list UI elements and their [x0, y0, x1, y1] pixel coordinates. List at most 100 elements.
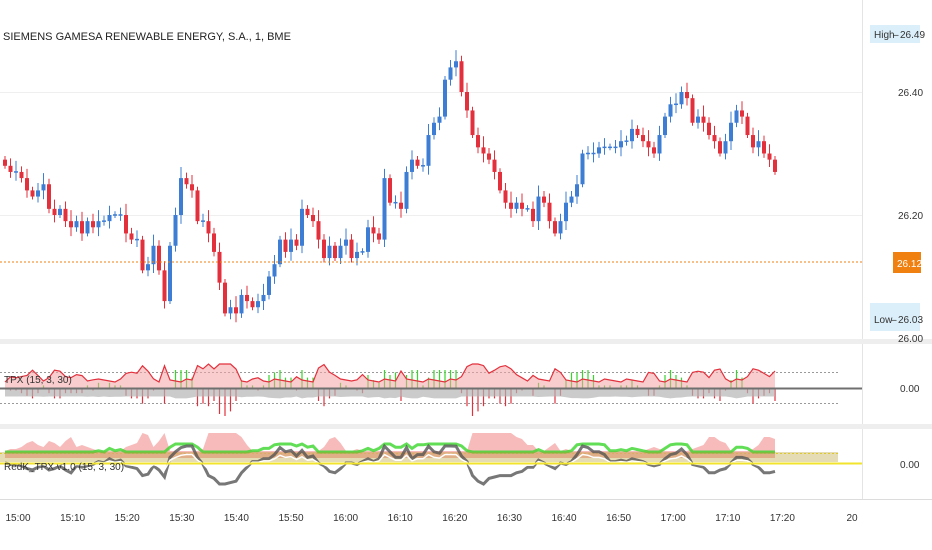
low-sep: – [891, 315, 897, 326]
candle-body [696, 116, 700, 123]
tpx-indicator-pane [0, 363, 862, 416]
price-axis-ticks: 26.40 26.20 26.00 [898, 88, 923, 345]
candle-body [624, 140, 629, 142]
time-tick-label: 15:10 [60, 513, 85, 524]
candle-body [767, 153, 772, 160]
candle-body [679, 92, 684, 105]
time-axis[interactable]: 15:00 15:10 15:20 15:30 15:40 15:50 16:00 16:10… [5, 513, 858, 524]
indicator-1-label[interactable]: TPX (15, 3, 30) [4, 375, 72, 386]
candle-body [734, 110, 739, 123]
candlestick-series [3, 50, 777, 323]
candle-body [503, 190, 508, 203]
candle-body [300, 208, 304, 246]
candle-body [245, 294, 249, 302]
candle-body [36, 190, 40, 197]
candle-body [140, 239, 145, 271]
candle-body [646, 141, 651, 148]
candle-body [729, 122, 733, 142]
candle-body [553, 221, 557, 234]
time-tick-label: 16:20 [442, 513, 467, 524]
time-tick-label: 15:20 [115, 513, 140, 524]
candle-body [531, 208, 535, 222]
candle-body [102, 220, 106, 222]
candle-body [382, 178, 387, 240]
redk-band [0, 452, 838, 462]
candle-body [162, 270, 167, 302]
indicator-2-zero-label: 0.00 [900, 460, 920, 471]
candle-body [58, 208, 62, 215]
indicator-2-label[interactable]: RedK_TPX v1.0 (15, 3, 30) [4, 462, 124, 473]
candle-body [118, 214, 123, 216]
candle-body [558, 221, 563, 234]
candle-body [256, 301, 260, 308]
candle-body [272, 264, 277, 277]
candle-body [591, 152, 596, 155]
candle-body [366, 227, 370, 252]
candle-body [388, 178, 392, 203]
time-tick-label: 16:40 [551, 513, 576, 524]
candle-body [344, 239, 348, 246]
candle-body [657, 135, 662, 154]
candle-body [481, 147, 486, 154]
candle-body [228, 307, 233, 314]
redk-bull-line [5, 442, 775, 454]
candle-body [234, 307, 238, 314]
candle-body [47, 184, 51, 209]
candle-body [25, 178, 29, 191]
redk-bear-area [5, 433, 775, 458]
candle-body [690, 98, 695, 123]
candle-body [404, 171, 409, 209]
last-price-value: 26.12 [897, 259, 922, 270]
high-badge: High – 26.49 [870, 25, 925, 43]
candle-body [718, 141, 722, 154]
price-tick-label: 26.40 [898, 88, 923, 99]
candle-body [635, 128, 640, 136]
candle-body [151, 245, 156, 265]
candle-body [146, 264, 150, 271]
time-tick-label: 16:00 [333, 513, 358, 524]
candle-body [69, 221, 73, 228]
candle-body [184, 178, 189, 185]
candle-body [113, 214, 117, 216]
candle-body [663, 116, 667, 136]
candle-body [179, 178, 183, 215]
symbol-title: SIEMENS GAMESA RENEWABLE ENERGY, S.A., 1… [3, 31, 291, 43]
price-tick-label: 26.00 [898, 334, 923, 345]
candle-body [206, 221, 211, 234]
candle-body [173, 215, 178, 246]
candle-body [613, 146, 618, 149]
candle-body [542, 196, 546, 203]
candle-body [250, 301, 255, 308]
candle-body [278, 239, 282, 265]
pane-separator[interactable] [0, 424, 932, 429]
high-badge-bg [870, 25, 920, 43]
candle-body [338, 245, 343, 259]
pane-separator[interactable] [0, 339, 932, 344]
candle-body [608, 146, 612, 149]
time-tick-label: 17:10 [715, 513, 740, 524]
candle-body [267, 276, 271, 295]
candle-body [217, 251, 222, 283]
candle-body [168, 245, 172, 302]
candle-body [91, 221, 95, 228]
candle-body [602, 146, 607, 149]
candle-body [80, 221, 84, 234]
candle-body [261, 294, 266, 302]
candle-body [547, 202, 552, 222]
candle-body [195, 190, 200, 222]
grid-lines [0, 92, 862, 216]
candle-body [349, 239, 354, 259]
candle-body [52, 208, 57, 215]
candle-body [597, 147, 601, 154]
candle-body [360, 251, 365, 253]
candle-body [393, 201, 398, 204]
candle-body [668, 104, 673, 117]
candle-body [239, 294, 244, 314]
candle-body [448, 67, 453, 80]
candle-body [212, 233, 216, 252]
time-tick-label: 20 [846, 513, 858, 524]
candle-body [201, 220, 205, 222]
